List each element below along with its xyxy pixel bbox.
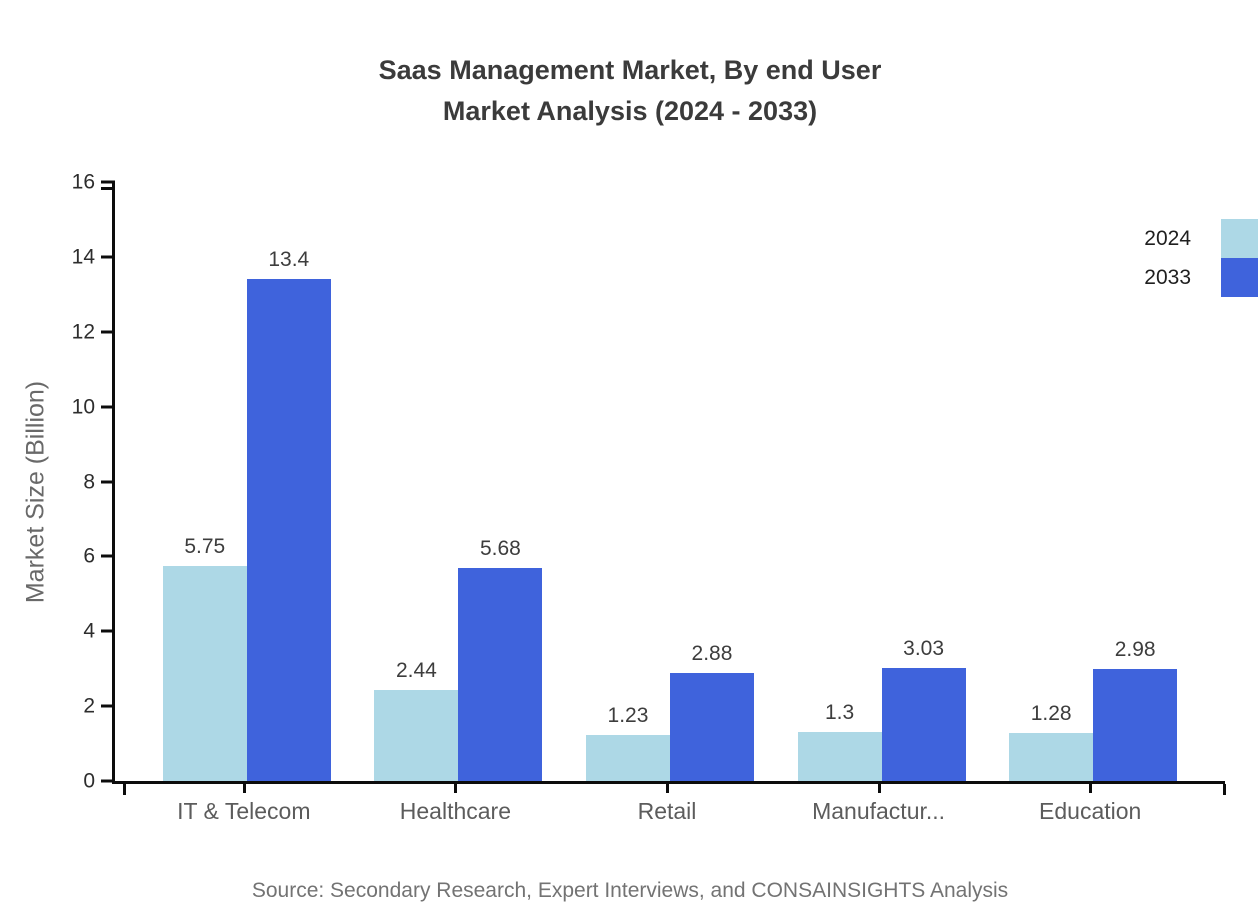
x-axis-tick: [454, 782, 458, 793]
x-axis-tick: [877, 782, 881, 793]
y-axis-tick-label: 14: [71, 245, 95, 269]
x-axis-tick: [242, 782, 246, 793]
bar-col-2033-education: 2.98: [1093, 182, 1178, 781]
bar-2024-it-telecom: [162, 565, 247, 781]
chart-title-line2: Market Analysis (2024 - 2033): [442, 96, 818, 126]
bar-col-2033-healthcare: 5.68: [458, 182, 543, 781]
bar-group-retail: 1.23 2.88: [564, 182, 776, 781]
bar-col-2024-healthcare: 2.44: [374, 182, 459, 781]
bar-col-2024-it-telecom: 5.75: [162, 182, 247, 781]
y-axis-tick: [101, 629, 115, 633]
bar-col-2033-manufactur: 3.03: [881, 182, 966, 781]
y-axis-tick: [101, 554, 115, 558]
y-axis-tick-label: 12: [71, 320, 95, 344]
bar-col-2024-retail: 1.23: [585, 182, 670, 781]
legend-item-2024: 2024: [1144, 219, 1258, 258]
bar-2024-healthcare: [374, 689, 459, 781]
legend-swatch-2024: [1221, 219, 1258, 258]
x-axis-end-tick: [1223, 784, 1226, 795]
bar-2033-manufactur: [881, 667, 966, 781]
x-axis-label-text: IT & Telecom: [177, 798, 311, 824]
y-axis-tick: [101, 480, 115, 483]
bar-2024-manufactur: [797, 732, 882, 781]
legend-item-2033: 2033: [1144, 258, 1258, 297]
bar-2024-retail: [585, 734, 670, 781]
y-axis-tick: [101, 330, 115, 334]
bar-value-label: 1.23: [607, 703, 649, 727]
bar-group-it-telecom: 5.75 13.4: [141, 182, 353, 781]
y-axis-tick-label: 16: [71, 170, 95, 194]
x-axis-label-text: Manufactur...: [812, 798, 946, 824]
x-axis-label-healthcare: Healthcare: [350, 782, 562, 825]
y-axis-tick-label: 0: [83, 769, 95, 793]
y-axis-tick: [101, 405, 115, 409]
bars-container: 5.75 13.4 2.44 5.68 1.23 2.88 1.3 3.03 1.28 2.98: [115, 182, 1225, 781]
x-axis-label-manufactur: Manufactur...: [773, 782, 985, 825]
x-axis-label-it-telecom: IT & Telecom: [138, 782, 350, 825]
bar-col-2024-education: 1.28: [1009, 182, 1094, 781]
bar-2033-it-telecom: [246, 279, 331, 781]
bar-value-label: 1.28: [1030, 702, 1072, 726]
chart-title-line1: Saas Management Market, By end User: [378, 55, 882, 85]
bar-group-manufactur: 1.3 3.03: [776, 182, 988, 781]
bar-2033-healthcare: [458, 568, 543, 781]
legend-swatch-2033: [1221, 258, 1258, 297]
y-axis-tick-label: 2: [83, 694, 95, 718]
bar-2033-retail: [669, 673, 754, 781]
y-axis-top-cap: [101, 187, 115, 190]
y-axis-tick: [101, 255, 115, 259]
bar-2033-education: [1093, 669, 1178, 781]
y-axis-tick: [101, 779, 115, 783]
bar-2024-education: [1009, 733, 1094, 781]
y-axis-tick-label: 4: [83, 619, 95, 643]
bar-value-label: 5.68: [479, 537, 521, 561]
bar-value-label: 5.75: [184, 534, 226, 558]
x-axis-labels: IT & Telecom Healthcare Retail Manufactur..…: [112, 782, 1222, 825]
bar-col-2024-manufactur: 1.3: [797, 182, 882, 781]
x-axis-label-text: Education: [1039, 798, 1142, 824]
y-axis-tick-label: 6: [83, 544, 95, 568]
y-axis-title: Market Size (Billion): [21, 380, 50, 604]
bar-group-education: 1.28 2.98: [987, 182, 1199, 781]
bar-col-2033-retail: 2.88: [669, 182, 754, 781]
x-axis-tick: [665, 782, 669, 793]
plot-area: 5.75 13.4 2.44 5.68 1.23 2.88 1.3 3.03 1.28 2.98 …: [72, 172, 1226, 795]
x-axis-tick: [1089, 782, 1093, 793]
bar-value-label: 3.03: [903, 636, 945, 660]
legend-label-2033: 2033: [1144, 265, 1191, 289]
bar-col-2033-it-telecom: 13.4: [246, 182, 331, 781]
source-note: Source: Secondary Research, Expert Inter…: [251, 879, 1009, 902]
y-axis-tick: [101, 704, 115, 708]
bar-group-healthcare: 2.44 5.68: [353, 182, 565, 781]
bar-value-label: 1.3: [824, 701, 855, 725]
x-axis-label-text: Retail: [637, 798, 697, 824]
legend-label-2024: 2024: [1144, 226, 1191, 250]
bar-value-label: 2.44: [395, 658, 437, 682]
x-axis-label-retail: Retail: [561, 782, 773, 825]
legend: 2024 2033: [1144, 219, 1258, 297]
y-axis-tick-label: 8: [83, 470, 95, 493]
bar-value-label: 13.4: [268, 248, 310, 272]
y-axis-tick-label: 10: [71, 395, 95, 419]
y-axis-tick: [101, 180, 115, 184]
bar-value-label: 2.88: [691, 642, 733, 666]
chart-title: Saas Management Market, By end User Mark…: [0, 50, 1260, 132]
x-axis-label-education: Education: [984, 782, 1196, 825]
x-axis-start-tick: [123, 784, 126, 795]
bar-value-label: 2.98: [1114, 638, 1156, 662]
x-axis-label-text: Healthcare: [399, 798, 511, 824]
